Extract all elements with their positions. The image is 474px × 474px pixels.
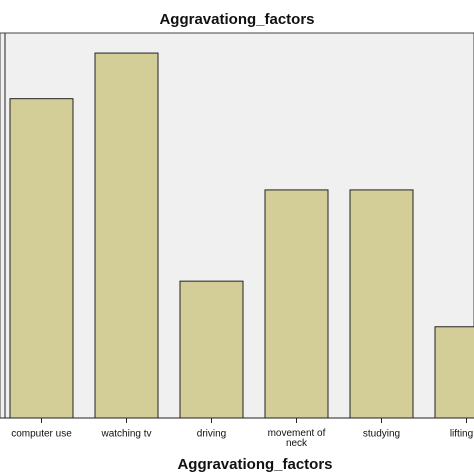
bar (264, 189, 329, 419)
bar (94, 52, 159, 419)
bar (349, 189, 414, 419)
bar (434, 326, 474, 419)
x-axis-title: Aggravationg_factors (177, 456, 332, 473)
x-tick-label: watching tv (100, 429, 151, 440)
x-tick-label: lifting w (450, 429, 474, 440)
x-tick-label: studying (363, 429, 400, 440)
bar (9, 98, 74, 419)
bar (179, 280, 244, 419)
x-tick-label: movement of neck (268, 428, 326, 449)
x-tick-label: driving (197, 429, 226, 440)
chart-title: Aggravationg_factors (159, 11, 314, 28)
x-tick-label: computer use (11, 429, 72, 440)
